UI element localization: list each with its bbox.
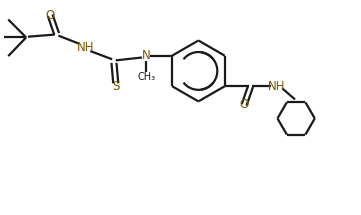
Text: NH: NH: [77, 41, 94, 54]
Text: O: O: [45, 9, 55, 22]
Text: CH₃: CH₃: [137, 72, 155, 82]
Text: S: S: [112, 80, 119, 93]
Text: N: N: [142, 49, 151, 62]
Text: NH: NH: [268, 80, 285, 93]
Text: O: O: [240, 98, 249, 111]
